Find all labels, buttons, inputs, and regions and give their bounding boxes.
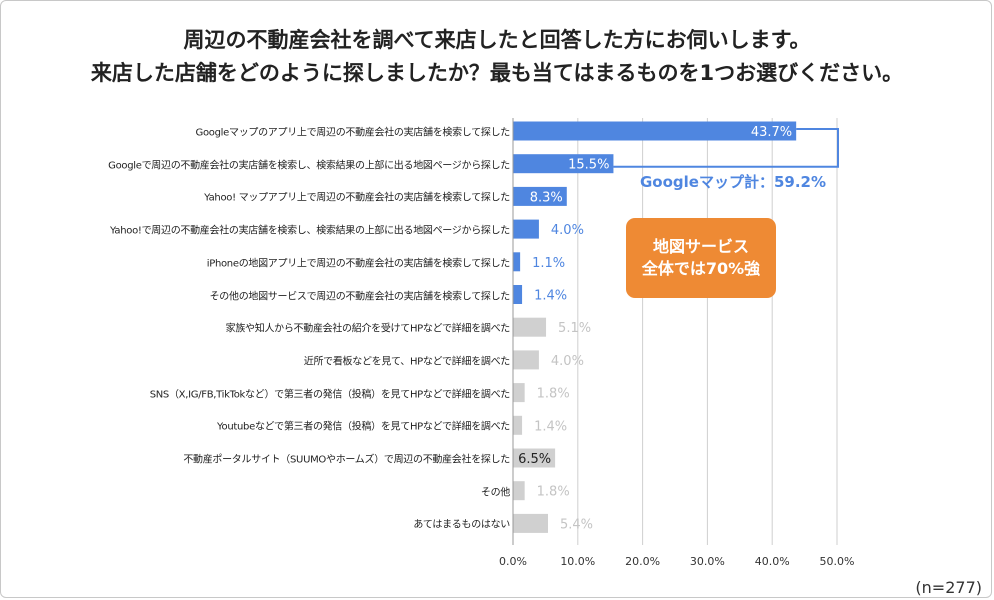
- bar: [513, 448, 556, 468]
- category-label: Yahoo! マップアプリ上で周辺の不動産会社の実店舗を検索して探した: [204, 192, 510, 204]
- category-label: 不動産ポータルサイト（SUUMOやホームズ）で周辺の不動産会社を探した: [183, 454, 510, 466]
- bar: [513, 121, 797, 141]
- x-tick-label: 50.0%: [820, 555, 855, 568]
- category-label: SNS（X,IG/FB,TikTokなど）で第三者の発信（投稿）を見てHPなどで…: [149, 389, 511, 401]
- bar-value-label: 1.4%: [534, 419, 567, 434]
- category-label: 近所で看板などを見て、HPなどで詳細を調べた: [303, 356, 511, 368]
- x-tick-label: 10.0%: [560, 555, 595, 568]
- category-label: その他の地図サービスで周辺の不動産会社の実店舗を検索して探した: [209, 291, 511, 302]
- google-total-annotation: Googleマップ計：59.2%: [640, 173, 827, 191]
- bar: [513, 219, 539, 239]
- x-tick-label: 30.0%: [690, 555, 725, 568]
- category-label: あてはまるものはない: [413, 519, 510, 531]
- bar-value-label: 8.3%: [530, 190, 563, 205]
- bar-value-label: 5.4%: [560, 517, 593, 532]
- bar-value-label: 5.1%: [558, 321, 591, 336]
- map-service-summary-line2: 全体では70%強: [641, 259, 761, 278]
- bar: [513, 285, 523, 304]
- bar-value-label: 4.0%: [551, 354, 584, 369]
- category-label: その他: [480, 487, 510, 499]
- bar-value-label: 43.7%: [751, 125, 792, 140]
- category-label: Googleマップのアプリ上で周辺の不動産会社の実店舗を検索して探した: [195, 127, 511, 139]
- category-label: Youtubeなどで第三者の発信（投稿）を見てHPなどで詳細を調べた: [217, 421, 510, 433]
- bar: [513, 186, 567, 206]
- bar-value-label: 6.5%: [518, 452, 551, 467]
- map-service-summary-line1: 地図サービス: [652, 237, 749, 256]
- bar-value-label: 1.8%: [537, 485, 570, 500]
- bar-value-label: 15.5%: [568, 158, 609, 173]
- category-label: Googleで周辺の不動産会社の実店舗を検索し、検索結果の上部に出る地図ページか…: [108, 160, 510, 172]
- sample-size-note: (n=277): [915, 578, 982, 597]
- x-tick-label: 40.0%: [755, 555, 790, 568]
- x-tick-label: 20.0%: [625, 555, 660, 568]
- category-label: iPhoneの地図アプリ上で周辺の不動産会社の実店舗を検索して探した: [206, 258, 511, 270]
- bar-value-label: 1.4%: [534, 289, 567, 304]
- chart-title: 周辺の不動産会社を調べて来店したと回答した方にお伺いします。: [183, 28, 811, 52]
- x-tick-label: 0.0%: [499, 555, 527, 568]
- bar-value-label: 1.8%: [537, 387, 570, 402]
- bar-value-label: 4.0%: [551, 223, 584, 238]
- category-label: 家族や知人から不動産会社の紹介を受けてHPなどで詳細を調べた: [225, 323, 511, 335]
- bar: [513, 513, 548, 533]
- bar: [513, 481, 525, 501]
- map-service-summary-box: 地図サービス 全体では70%強: [626, 218, 776, 298]
- bar: [513, 317, 547, 337]
- bar: [513, 350, 539, 370]
- category-label: Yahoo!で周辺の不動産会社の実店舗を検索し、検索結果の上部に出る地図ページか…: [109, 225, 510, 237]
- bar: [513, 154, 614, 174]
- bar: [513, 383, 525, 403]
- bar: [513, 252, 521, 272]
- bar: [513, 415, 523, 435]
- chart-subtitle: 来店した店舗をどのように探しましたか？最も当てはまるものを1つお選びください。: [90, 61, 904, 85]
- google-bracket: [613, 128, 839, 168]
- bar-value-label: 1.1%: [532, 256, 565, 271]
